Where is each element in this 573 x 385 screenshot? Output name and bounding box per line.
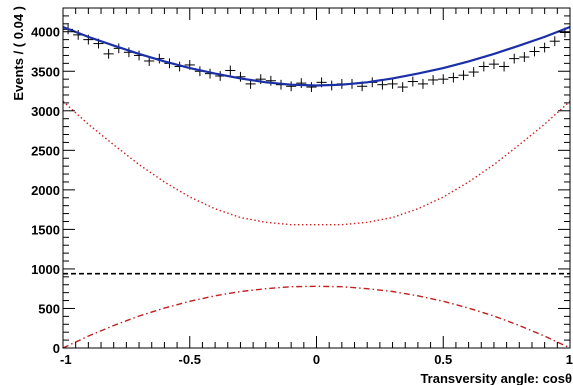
data-point bbox=[468, 67, 479, 77]
data-point bbox=[417, 79, 429, 89]
data-point bbox=[488, 59, 500, 70]
y-tick-label: 2500 bbox=[31, 143, 60, 158]
y-tick-label: 3000 bbox=[31, 104, 60, 119]
data-point bbox=[458, 70, 469, 81]
series-layer bbox=[62, 24, 571, 349]
data-point bbox=[407, 76, 418, 87]
data-point bbox=[519, 52, 530, 62]
data-point bbox=[478, 61, 489, 72]
tick-label-layer: 0 500 1000 1500 2000 2500 3000 3500 4000 -1 -0.5 0 0… bbox=[31, 25, 573, 367]
dotted-line-series bbox=[62, 100, 571, 226]
data-point bbox=[499, 61, 510, 72]
data-point bbox=[529, 46, 540, 57]
data-point bbox=[265, 75, 276, 86]
y-tick-label: 1000 bbox=[31, 262, 60, 277]
y-axis-title: Events / ( 0.04 ) bbox=[11, 6, 26, 101]
x-tick-label: -1 bbox=[60, 352, 72, 367]
x-tick-label: 0.5 bbox=[434, 352, 452, 367]
data-points-series bbox=[63, 24, 570, 92]
y-tick-label: 0 bbox=[53, 341, 60, 356]
x-tick-label: 0 bbox=[313, 352, 320, 367]
x-tick-label: 1 bbox=[566, 352, 573, 367]
data-point bbox=[387, 79, 398, 89]
data-point bbox=[438, 74, 449, 85]
data-point bbox=[539, 42, 550, 53]
data-point bbox=[509, 53, 520, 64]
data-point bbox=[397, 82, 408, 92]
axes-layer bbox=[62, 7, 571, 349]
y-tick-label: 500 bbox=[38, 301, 60, 316]
data-point bbox=[448, 72, 459, 83]
x-tick-label: -0.5 bbox=[179, 352, 201, 367]
data-point bbox=[286, 81, 297, 92]
y-tick-label: 3500 bbox=[31, 64, 60, 79]
solid-line-series bbox=[62, 25, 571, 87]
data-point bbox=[377, 79, 388, 90]
y-tick-label: 4000 bbox=[31, 25, 60, 40]
data-point bbox=[306, 82, 317, 92]
data-point bbox=[428, 75, 439, 85]
dash-dot-line-series bbox=[62, 285, 571, 349]
y-tick-label: 2000 bbox=[31, 183, 60, 198]
data-point bbox=[225, 65, 236, 76]
y-tick-label: 1500 bbox=[31, 222, 60, 237]
x-axis-title: Transversity angle: cosθ bbox=[420, 371, 572, 385]
data-point bbox=[103, 48, 114, 59]
data-point bbox=[549, 36, 560, 47]
data-point bbox=[296, 78, 307, 89]
